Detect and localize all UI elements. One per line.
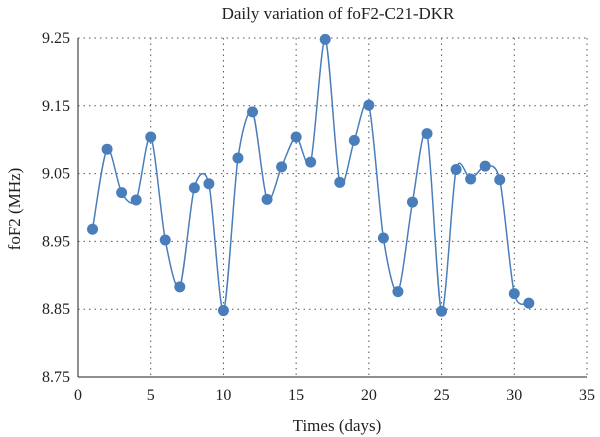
- data-point: [436, 305, 448, 317]
- data-point: [479, 160, 491, 172]
- data-point: [116, 187, 128, 199]
- y-axis-label: foF2 (MHz): [5, 168, 24, 251]
- data-point: [276, 161, 288, 173]
- data-point: [334, 176, 346, 188]
- series-line: [91, 38, 530, 312]
- data-point: [87, 223, 99, 235]
- data-point: [247, 106, 259, 118]
- y-tick-label: 8.85: [42, 301, 70, 318]
- x-tick-label: 10: [215, 387, 231, 404]
- x-axis-label: Times (days): [293, 416, 382, 435]
- data-point: [101, 143, 113, 155]
- data-point: [203, 178, 215, 190]
- tick-labels: 0 5 10 15 20 25 30 35 8.75 8.85 8.95 9.05 9.15 9.25: [42, 30, 595, 404]
- y-tick-label: 9.25: [42, 30, 70, 47]
- data-point: [465, 173, 477, 185]
- data-point: [217, 305, 229, 317]
- x-tick-label: 0: [74, 387, 82, 404]
- data-point: [290, 131, 302, 143]
- data-point: [363, 99, 375, 111]
- x-tick-label: 15: [288, 387, 304, 404]
- data-point: [377, 232, 389, 244]
- data-point: [523, 297, 535, 309]
- data-point: [421, 128, 433, 140]
- y-tick-label: 8.75: [42, 369, 70, 386]
- grid: [78, 37, 588, 377]
- data-point: [348, 134, 360, 146]
- y-tick-label: 8.95: [42, 233, 70, 250]
- x-tick-label: 30: [506, 387, 522, 404]
- chart-title: Daily variation of foF2-C21-DKR: [222, 4, 455, 23]
- data-point: [159, 234, 171, 246]
- data-point: [232, 152, 244, 164]
- data-point: [145, 131, 157, 143]
- x-tick-label: 5: [147, 387, 155, 404]
- data-point: [261, 193, 273, 205]
- x-tick-label: 20: [361, 387, 377, 404]
- axes: [77, 38, 587, 378]
- data-point: [494, 174, 506, 186]
- data-points: [87, 33, 535, 317]
- data-point: [508, 288, 520, 300]
- x-tick-label: 25: [434, 387, 450, 404]
- data-point: [174, 281, 186, 293]
- y-tick-label: 9.15: [42, 98, 70, 115]
- data-point: [406, 196, 418, 208]
- data-point: [305, 156, 317, 168]
- x-tick-label: 35: [579, 387, 595, 404]
- y-tick-label: 9.05: [42, 166, 70, 183]
- data-point: [130, 194, 142, 206]
- data-point: [319, 33, 331, 45]
- data-point: [392, 286, 404, 298]
- data-point: [450, 164, 462, 176]
- data-point: [188, 182, 200, 194]
